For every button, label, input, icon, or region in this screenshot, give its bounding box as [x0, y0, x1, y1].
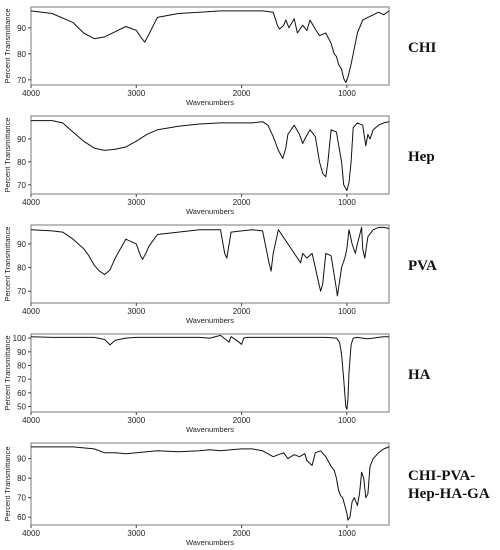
- spectrum-panel-4: 4000 3000 2000 1000 50 60 70 80 90 100 Wavenumbers…: [3, 333, 431, 434]
- spectrum-line: [31, 120, 390, 192]
- x-tick-label: 4000: [22, 416, 40, 425]
- y-tick-label: 50: [17, 403, 26, 412]
- x-tick-label: 3000: [127, 307, 145, 316]
- y-tick-label: 80: [17, 474, 26, 483]
- x-axis-label: Wavenumbers: [186, 316, 234, 325]
- plot-frame: [30, 224, 390, 304]
- y-axis-label: Percent Transmittance: [3, 335, 12, 410]
- x-axis-label: Wavenumbers: [186, 425, 234, 434]
- x-axis-label: Wavenumbers: [186, 207, 234, 216]
- y-tick-label: 100: [13, 334, 27, 343]
- x-tick-label: 4000: [22, 198, 40, 207]
- plot-frame: [30, 6, 390, 86]
- x-tick-label: 1000: [338, 198, 356, 207]
- x-tick-label: 2000: [233, 529, 251, 538]
- y-axis-label: Percent Transmittance: [3, 8, 12, 83]
- y-tick-label: 60: [17, 513, 26, 522]
- x-tick-label: 1000: [338, 307, 356, 316]
- x-tick-label: 2000: [233, 416, 251, 425]
- x-tick-label: 1000: [338, 89, 356, 98]
- y-tick-label: 90: [17, 240, 26, 249]
- spectrum-line: [30, 334, 389, 410]
- y-tick-label: 90: [17, 135, 26, 144]
- spectrum-line: [30, 10, 390, 83]
- y-tick-label: 80: [17, 158, 26, 167]
- y-tick-label: 60: [17, 389, 26, 398]
- x-tick-label: 2000: [233, 307, 251, 316]
- sample-label: CHI: [408, 40, 437, 56]
- y-tick-label: 70: [17, 375, 26, 384]
- plot-frame: [30, 333, 390, 413]
- sample-label: CHI-PVA-Hep-HA-GA: [408, 468, 490, 502]
- x-tick-label: 4000: [22, 529, 40, 538]
- x-tick-label: 3000: [127, 89, 145, 98]
- x-tick-label: 2000: [233, 89, 251, 98]
- x-tick-label: 3000: [127, 416, 145, 425]
- spectrum-line: [31, 446, 390, 521]
- x-tick-label: 3000: [127, 198, 145, 207]
- x-axis-label: Wavenumbers: [186, 538, 234, 547]
- y-tick-label: 90: [17, 24, 26, 33]
- y-tick-label: 70: [17, 76, 26, 85]
- y-tick-label: 80: [17, 50, 26, 59]
- spectrum-line: [30, 226, 390, 297]
- y-tick-label: 90: [17, 455, 26, 464]
- y-tick-label: 80: [17, 264, 26, 273]
- plot-frame: [30, 115, 390, 195]
- y-tick-label: 80: [17, 361, 26, 370]
- x-tick-label: 1000: [338, 416, 356, 425]
- spectrum-panel-3: 4000 3000 2000 1000 70 80 90 Wavenumbers Percent…: [3, 224, 437, 325]
- sample-label: Hep: [408, 149, 435, 165]
- x-tick-label: 2000: [233, 198, 251, 207]
- y-tick-label: 70: [17, 287, 26, 296]
- y-tick-label: 70: [17, 181, 26, 190]
- y-axis-label: Percent Transmittance: [3, 446, 12, 521]
- sample-label: HA: [408, 367, 431, 383]
- x-tick-label: 3000: [127, 529, 145, 538]
- spectrum-panel-1: 4000 3000 2000 1000 70 80 90 Wavenumbers Percent…: [3, 6, 437, 107]
- plot-frame: [30, 442, 390, 526]
- sample-label: PVA: [408, 258, 437, 274]
- y-axis-label: Percent Transmittance: [3, 117, 12, 192]
- x-tick-label: 4000: [22, 89, 40, 98]
- y-tick-label: 90: [17, 348, 26, 357]
- y-axis-label: Percent Transmittance: [3, 226, 12, 301]
- x-tick-label: 4000: [22, 307, 40, 316]
- spectrum-panel-5: 4000 3000 2000 1000 60 70 80 90 Wavenumbers Perce…: [3, 442, 490, 547]
- x-axis-label: Wavenumbers: [186, 98, 234, 107]
- x-tick-label: 1000: [338, 529, 356, 538]
- spectrum-panel-2: 4000 3000 2000 1000 70 80 90 Wavenumbers Percent…: [3, 115, 435, 216]
- y-tick-label: 70: [17, 494, 26, 503]
